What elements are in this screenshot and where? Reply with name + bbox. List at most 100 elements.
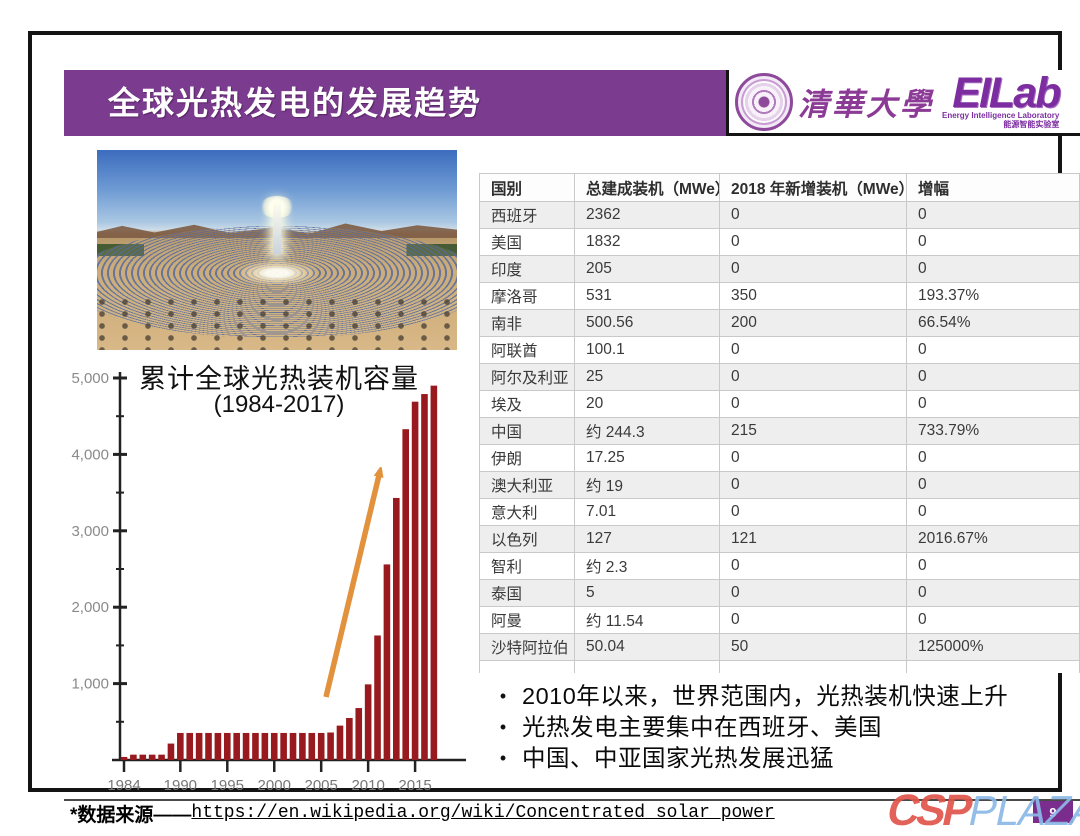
table-cell: 伊朗 (479, 444, 575, 472)
table-cell: 0 (906, 552, 1080, 580)
table-row: 阿尔及利亚 25 0 0 (479, 363, 1080, 391)
table-row: 中国约 244.3 215 733.79% (479, 417, 1080, 445)
slide-frame: 全球光热发电的发展趋势 清華大學 EILab Energy Intelligen… (28, 31, 1080, 826)
bullet-text: 2010年以来，世界范围内，光热装机快速上升 (522, 683, 1009, 709)
table-cell: 121 (719, 525, 907, 553)
table-cell: 智利 (479, 552, 575, 580)
svg-text:2015: 2015 (398, 777, 431, 794)
page-title: 全球光热发电的发展趋势 (108, 85, 483, 121)
table-cell: 0 (906, 228, 1080, 256)
chart-title: 累计全球光热装机容量 (139, 364, 419, 394)
table-header-cell: 增幅 (906, 173, 1080, 202)
table-row: 南非 500.56 200 66.54% (479, 309, 1080, 337)
table-header-cell: 国别 (479, 173, 575, 202)
table-row: 美国 1832 0 0 (479, 228, 1080, 256)
table-cell: 127 (574, 525, 720, 553)
table-cell: 2016.67% (906, 525, 1080, 553)
watermark-csp: CSP (882, 786, 975, 835)
table-cell: 0 (719, 471, 907, 499)
table-cell: 0 (719, 552, 907, 580)
table-cell: 100.1 (574, 336, 720, 364)
svg-text:2010: 2010 (351, 777, 384, 794)
table-cell: 350 (719, 282, 907, 310)
bullet-item: • 中国、中亚国家光热发展迅猛 (484, 743, 1064, 774)
table-cell: 200 (719, 309, 907, 337)
table-row: 印度 205 0 0 (479, 255, 1080, 283)
table-cell: 西班牙 (479, 201, 575, 229)
title-banner: 全球光热发电的发展趋势 (64, 70, 726, 136)
eilab-logo: EILab Energy Intelligence Laboratory 能源智… (942, 68, 1061, 129)
table-cell: 66.54% (906, 309, 1080, 337)
summary-bullets: • 2010年以来，世界范围内，光热装机快速上升 • 光热发电主要集中在西班牙、美国 •… (484, 681, 1064, 774)
table-row: 沙特阿拉伯 50.04 50 125000% (479, 633, 1080, 661)
table-cell: 0 (906, 579, 1080, 607)
table-cell: 0 (906, 336, 1080, 364)
table-row: 西班牙 2362 0 0 (479, 201, 1080, 229)
svg-text:1995: 1995 (211, 777, 244, 794)
source-link[interactable]: https://en.wikipedia.org/wiki/Concentrat… (191, 803, 775, 823)
table-header-cell: 2018 年新增装机（MWe） (719, 173, 907, 202)
tsinghua-logo-text: 清華大學 (798, 87, 934, 123)
source-label: *数据来源—— (70, 804, 192, 826)
svg-text:1984: 1984 (107, 777, 140, 794)
table-cell: 20 (574, 390, 720, 418)
watermark-plaza: PLAZA (964, 787, 1080, 834)
bullet-item: • 2010年以来，世界范围内，光热装机快速上升 (484, 681, 1064, 712)
table-cell: 531 (574, 282, 720, 310)
table-cell: 以色列 (479, 525, 575, 553)
table-cell: 0 (906, 390, 1080, 418)
table-cell: 0 (906, 255, 1080, 283)
country-capacity-table: 国别 总建成装机（MWe） 2018 年新增装机（MWe） 增幅 西班牙 2362 0 0 美… (479, 173, 1080, 673)
table-cell: 沙特阿拉伯 (479, 633, 575, 661)
table-cell: 阿尔及利亚 (479, 363, 575, 391)
svg-text:1990: 1990 (164, 777, 197, 794)
table-cell: 约 19 (574, 471, 720, 499)
page-number-badge: 9 (1033, 801, 1073, 823)
table-cell: 印度 (479, 255, 575, 283)
photo-foreground (97, 298, 457, 350)
svg-text:3,000: 3,000 (71, 523, 109, 540)
eilab-logo-text: EILab (952, 68, 1061, 117)
table-cell: 泰国 (479, 579, 575, 607)
table-cell: 0 (719, 444, 907, 472)
page-number: 9 (1049, 804, 1057, 820)
capacity-bar-chart: 1,000 2,000 3,000 4,000 5,000 1984 1990 1995 200… (71, 370, 466, 794)
table-row: 意大利 7.01 0 0 (479, 498, 1080, 526)
table-cell: 阿曼 (479, 606, 575, 634)
bullet-text: 中国、中亚国家光热发展迅猛 (522, 745, 834, 771)
table-cell: 0 (906, 606, 1080, 634)
table-row: 摩洛哥 531 350 193.37% (479, 282, 1080, 310)
table-cell: 阿联酋 (479, 336, 575, 364)
tsinghua-seal-icon (735, 72, 793, 131)
svg-text:2005: 2005 (305, 777, 338, 794)
table-row: 澳大利亚约 19 0 0 (479, 471, 1080, 499)
bullet-dot-icon: • (499, 686, 507, 706)
table-cell: 0 (719, 201, 907, 229)
photo-solar-tower (272, 202, 282, 254)
table-cell: 摩洛哥 (479, 282, 575, 310)
table-row-empty (479, 660, 1080, 673)
table-cell: 约 244.3 (574, 417, 720, 445)
cspplaza-watermark: CSPPLAZA (883, 786, 1080, 836)
eilab-tagline-en: Energy Intelligence Laboratory (942, 110, 1060, 120)
table-cell: 500.56 (574, 309, 720, 337)
table-row: 阿联酋 100.1 0 0 (479, 336, 1080, 364)
chart-subtitle: (1984-2017) (213, 391, 345, 418)
table-row: 泰国 5 0 0 (479, 579, 1080, 607)
table-cell: 733.79% (906, 417, 1080, 445)
table-row: 埃及 20 0 0 (479, 390, 1080, 418)
table-cell: 0 (906, 498, 1080, 526)
table-cell: 中国 (479, 417, 575, 445)
table-cell: 澳大利亚 (479, 471, 575, 499)
svg-text:2000: 2000 (258, 777, 291, 794)
table-cell: 205 (574, 255, 720, 283)
eilab-tagline-cn: 能源智能实验室 (1003, 119, 1060, 129)
table-cell: 意大利 (479, 498, 575, 526)
table-row: 阿曼约 11.54 0 0 (479, 606, 1080, 634)
table-cell: 0 (719, 363, 907, 391)
table-cell: 约 11.54 (574, 606, 720, 634)
bullet-text: 光热发电主要集中在西班牙、美国 (522, 714, 882, 740)
table-header-cell: 总建成装机（MWe） (574, 173, 720, 202)
table-cell: 50 (719, 633, 907, 661)
table-cell: 0 (906, 201, 1080, 229)
